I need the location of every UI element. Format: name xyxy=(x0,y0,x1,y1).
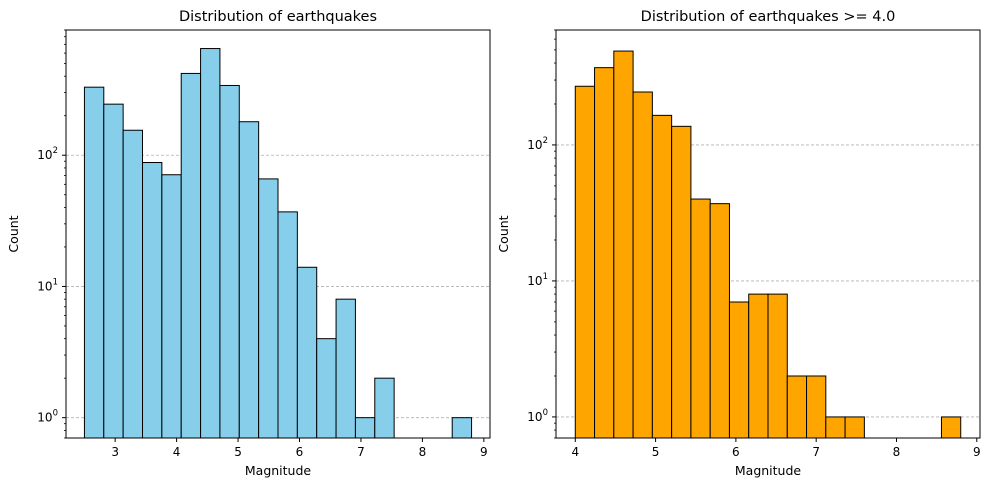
x-tick-label-7: 9 xyxy=(480,445,488,459)
histogram-bar-13 xyxy=(316,338,337,439)
histogram-bar-7 xyxy=(200,48,221,439)
x-tick-label-3: 6 xyxy=(732,445,740,459)
histogram-bar-5 xyxy=(651,114,673,439)
y-tick-label-3: 102 xyxy=(527,136,548,152)
histogram-bar-14 xyxy=(825,416,846,439)
histogram-bar-6 xyxy=(180,72,202,439)
chart-title: Distribution of earthquakes >= 4.0 xyxy=(641,9,896,25)
histogram-bar-3 xyxy=(122,129,144,439)
y-tick-label-2: 101 xyxy=(527,272,548,288)
histogram-bar-5 xyxy=(161,174,182,439)
y-tick-label-1: 100 xyxy=(37,409,58,425)
y-tick-label-3: 102 xyxy=(37,146,58,162)
histogram-bar-1 xyxy=(574,85,596,439)
histogram-bar-10 xyxy=(748,293,769,439)
y-tick-label-2: 101 xyxy=(37,277,58,293)
histogram-bar-16 xyxy=(374,377,395,439)
histogram-bar-12 xyxy=(296,266,318,439)
x-tick-label-2: 5 xyxy=(652,445,660,459)
x-axis-label: Magnitude xyxy=(245,463,312,478)
histogram-bar-15 xyxy=(354,417,376,439)
axes-frame xyxy=(65,29,491,439)
subplot-1: 3 4 5 6 7 8 9 100 101 102 Distribution of earthqua… xyxy=(6,9,491,478)
histogram-bar-4 xyxy=(142,162,163,439)
histogram-bar-14 xyxy=(335,298,356,439)
histogram-bar-9 xyxy=(728,301,750,439)
chart-title: Distribution of earthquakes xyxy=(179,9,377,25)
x-tick-label-5: 8 xyxy=(893,445,901,459)
histogram-bar-1 xyxy=(83,86,105,439)
x-tick-label-6: 8 xyxy=(419,445,427,459)
histogram-bar-9 xyxy=(238,121,260,439)
axes-frame xyxy=(555,29,981,439)
x-tick-label-6: 9 xyxy=(973,445,981,459)
histogram-bar-2 xyxy=(594,67,615,439)
histogram-bar-11 xyxy=(277,211,298,439)
histogram-bar-7 xyxy=(690,198,711,439)
x-axis-label: Magnitude xyxy=(735,463,802,478)
x-tick-label-5: 7 xyxy=(357,445,365,459)
histogram-bar-8 xyxy=(219,84,240,439)
y-tick-label-1: 100 xyxy=(527,408,548,424)
y-axis-label: Count xyxy=(496,215,511,252)
x-tick-label-4: 6 xyxy=(296,445,304,459)
x-tick-label-1: 3 xyxy=(111,445,119,459)
histogram-bar-6 xyxy=(671,125,692,439)
histogram-bar-3 xyxy=(613,50,634,439)
histogram-bar-13 xyxy=(806,375,827,439)
x-tick-label-3: 5 xyxy=(234,445,242,459)
histogram-bar-17 xyxy=(451,417,473,439)
y-axis-label: Count xyxy=(6,215,21,252)
x-tick-label-1: 4 xyxy=(571,445,579,459)
histogram-bar-15 xyxy=(844,416,865,439)
histogram-bar-12 xyxy=(786,375,808,439)
subplot-2: 4 5 6 7 8 9 100 101 102 Distribution of earthquak… xyxy=(496,9,981,478)
histogram-bar-16 xyxy=(940,416,962,439)
x-tick-label-2: 4 xyxy=(173,445,181,459)
histogram-bar-10 xyxy=(258,178,279,439)
histogram-bar-8 xyxy=(709,203,730,439)
histogram-bar-11 xyxy=(767,293,788,439)
histogram-bar-2 xyxy=(103,103,124,439)
x-tick-label-4: 7 xyxy=(812,445,820,459)
histogram-bar-4 xyxy=(632,91,653,439)
